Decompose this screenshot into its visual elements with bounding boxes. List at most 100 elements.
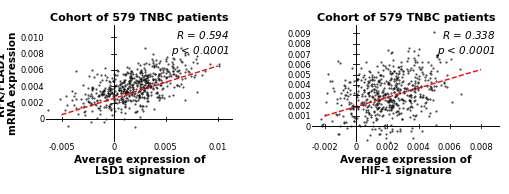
Point: [161, 80, 169, 83]
Point: [349, 106, 357, 109]
Point: [111, 100, 119, 103]
Point: [377, 115, 385, 118]
Point: [92, 87, 100, 91]
Point: [81, 93, 89, 96]
Point: [190, 73, 199, 76]
Point: [395, 84, 404, 87]
Point: [123, 70, 131, 74]
Point: [319, 149, 327, 152]
Point: [136, 78, 144, 81]
Point: [87, 102, 95, 105]
Point: [140, 77, 149, 80]
Point: [359, 80, 367, 83]
Point: [128, 70, 136, 73]
Point: [173, 65, 181, 68]
Point: [440, 84, 448, 87]
Point: [137, 82, 145, 86]
Point: [385, 108, 393, 111]
Point: [130, 125, 138, 128]
Point: [345, 81, 353, 84]
Point: [375, 133, 383, 136]
Point: [138, 95, 146, 98]
Point: [134, 61, 142, 65]
Point: [386, 91, 394, 94]
Point: [351, 79, 359, 82]
Point: [104, 92, 112, 95]
Point: [132, 96, 140, 99]
Point: [409, 95, 417, 98]
Point: [356, 101, 364, 104]
Point: [125, 82, 133, 85]
Y-axis label: RFK/FLAD1
mRNA expression: RFK/FLAD1 mRNA expression: [0, 32, 18, 135]
Point: [135, 103, 144, 106]
Point: [149, 59, 157, 62]
Point: [435, 60, 443, 63]
Point: [105, 81, 114, 84]
Point: [109, 80, 117, 83]
Point: [384, 63, 392, 66]
Point: [408, 113, 416, 116]
Point: [118, 95, 126, 98]
Point: [141, 81, 149, 84]
Point: [346, 93, 354, 96]
Point: [96, 89, 104, 92]
Point: [110, 73, 118, 76]
Point: [409, 86, 417, 89]
Point: [117, 92, 125, 95]
Point: [353, 77, 361, 80]
Point: [164, 94, 173, 97]
Point: [120, 118, 128, 121]
Point: [421, 96, 430, 99]
Point: [302, 123, 310, 126]
Point: [384, 103, 392, 107]
Point: [417, 66, 425, 69]
Title: Cohort of 579 TNBC patients: Cohort of 579 TNBC patients: [50, 13, 229, 23]
Point: [373, 103, 381, 106]
Point: [215, 62, 223, 65]
Point: [137, 71, 145, 74]
Point: [377, 110, 385, 113]
Point: [353, 106, 361, 109]
Point: [120, 73, 128, 76]
Point: [90, 100, 98, 103]
Point: [88, 89, 96, 92]
Point: [362, 139, 371, 142]
Point: [408, 137, 416, 140]
Point: [316, 118, 324, 121]
Point: [364, 69, 372, 72]
Point: [360, 88, 368, 91]
Point: [389, 69, 398, 73]
Point: [139, 75, 148, 78]
Point: [377, 98, 385, 101]
Point: [382, 95, 390, 99]
Point: [336, 91, 344, 94]
Point: [143, 93, 151, 96]
Point: [395, 128, 403, 131]
Point: [111, 90, 119, 93]
Point: [375, 99, 383, 102]
Point: [341, 94, 349, 97]
Point: [340, 83, 348, 87]
Point: [335, 61, 343, 64]
Point: [125, 93, 133, 96]
Point: [143, 87, 151, 90]
Point: [109, 92, 118, 95]
Point: [369, 110, 377, 113]
Point: [426, 97, 434, 100]
Point: [112, 101, 121, 104]
Point: [371, 113, 379, 117]
Point: [102, 98, 110, 101]
Point: [87, 120, 95, 123]
Point: [70, 92, 78, 95]
Point: [362, 99, 370, 102]
Point: [96, 81, 104, 84]
Point: [98, 90, 106, 93]
Point: [426, 70, 434, 73]
Point: [364, 79, 372, 82]
Point: [136, 116, 144, 119]
Point: [154, 79, 162, 82]
Point: [372, 118, 380, 121]
Point: [394, 112, 402, 115]
Point: [374, 71, 382, 74]
Point: [174, 74, 182, 78]
